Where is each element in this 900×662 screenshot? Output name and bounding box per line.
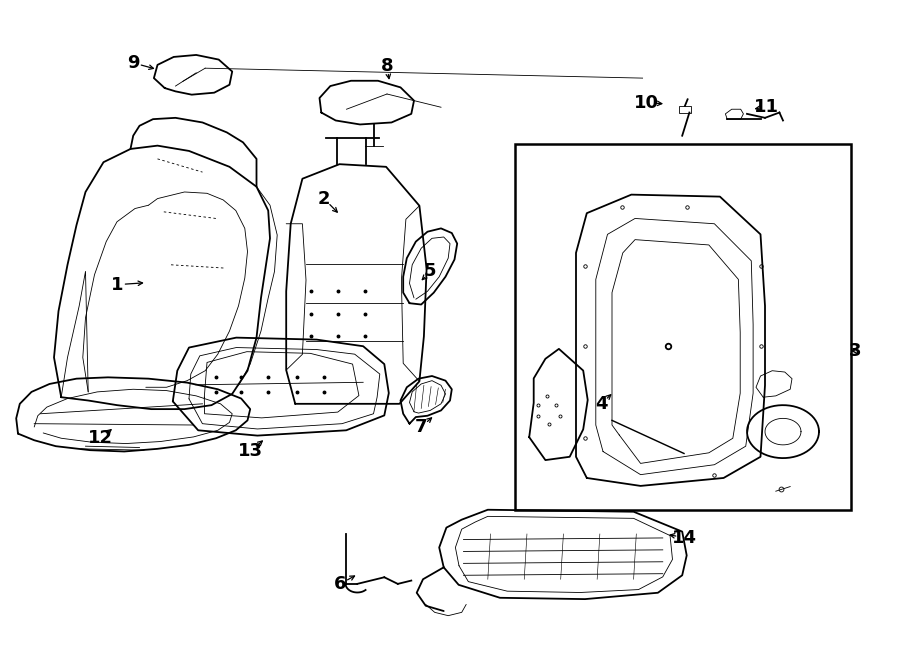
Text: 3: 3 [849,342,861,360]
Text: 14: 14 [671,528,697,547]
Text: 10: 10 [634,93,659,112]
Text: 2: 2 [318,189,330,208]
Text: 7: 7 [415,418,428,436]
Bar [515,144,850,510]
Text: 4: 4 [595,395,608,413]
Bar [679,106,691,113]
Text: 6: 6 [334,575,346,593]
Text: 9: 9 [127,54,140,72]
Text: 8: 8 [381,57,393,75]
Text: 1: 1 [111,275,123,294]
Text: 11: 11 [754,98,779,117]
Text: 12: 12 [88,429,113,448]
Text: 5: 5 [424,262,436,281]
Text: 13: 13 [238,442,263,461]
